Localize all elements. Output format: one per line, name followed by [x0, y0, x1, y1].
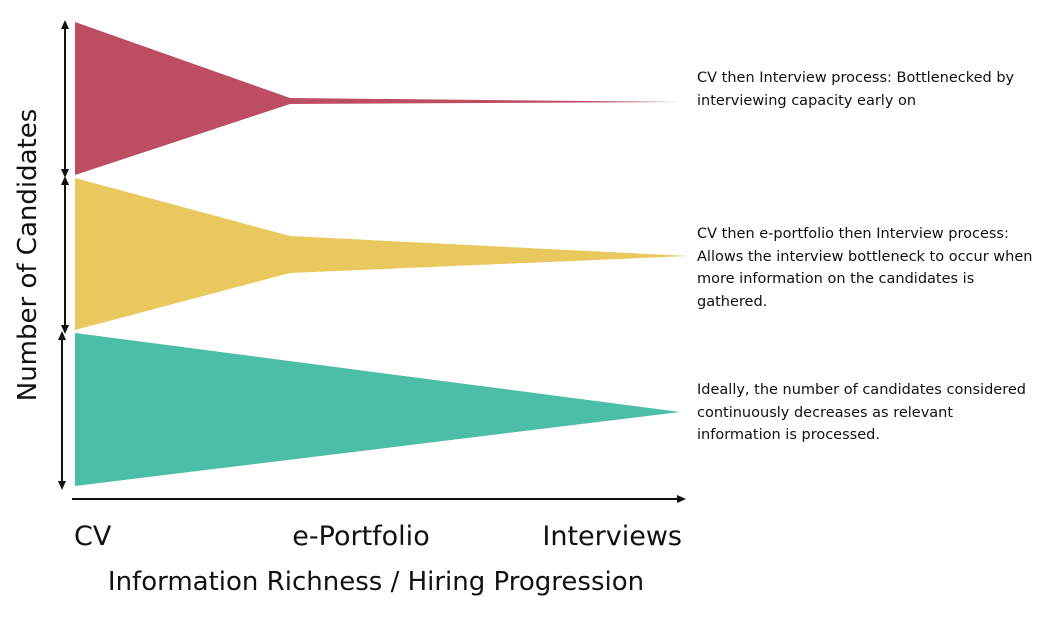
description-ideal: Ideally, the number of candidates consid… — [697, 382, 1026, 443]
stage-label-interviews: Interviews — [542, 521, 682, 552]
stage-label-cv: CV — [74, 521, 112, 552]
funnel-ideal — [75, 333, 680, 486]
x-axis-label: Information Richness / Hiring Progressio… — [108, 567, 644, 597]
description-cv-eportfolio-interview: CV then e-portfolio then Interview proce… — [697, 226, 1033, 310]
description-cv-interview: CV then Interview process: Bottlenecked … — [697, 70, 1015, 109]
y-axis-label: Number of Candidates — [13, 109, 43, 402]
funnel-cv-eportfolio-interview — [75, 178, 688, 330]
funnel-cv-interview — [75, 22, 680, 175]
stage-label-eportfolio: e-Portfolio — [292, 521, 429, 552]
